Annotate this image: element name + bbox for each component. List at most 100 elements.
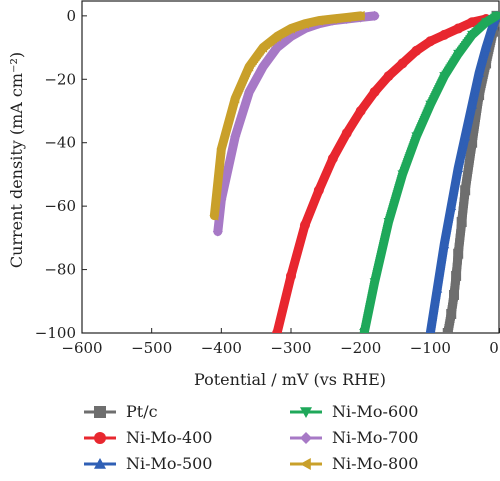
data-point — [327, 153, 338, 164]
series-line — [359, 11, 500, 333]
data-point — [453, 23, 464, 34]
y-tick-label: −20 — [44, 70, 76, 88]
data-point — [481, 42, 492, 52]
data-point — [230, 131, 241, 142]
series-line — [209, 11, 366, 221]
data-point — [341, 12, 351, 23]
data-point — [467, 30, 478, 40]
x-tick-label: 0 — [489, 339, 499, 357]
y-axis-label: Current density (mA cm⁻²) — [7, 52, 26, 268]
data-point — [411, 132, 422, 142]
data-point — [383, 71, 394, 82]
x-tick-label: −300 — [270, 339, 311, 357]
data-point — [383, 218, 394, 227]
data-point — [488, 20, 499, 30]
legend-label: Ni-Mo-400 — [126, 428, 212, 447]
series-ni-mo-400 — [272, 14, 492, 333]
data-point — [453, 248, 464, 259]
data-point — [341, 128, 352, 139]
legend-item: Ni-Mo-500 — [84, 454, 212, 473]
y-tick-label: −100 — [35, 324, 76, 342]
data-point — [258, 61, 269, 72]
data-point — [216, 144, 226, 155]
data-point — [327, 14, 337, 25]
data-point — [212, 226, 223, 237]
data-point — [467, 137, 478, 148]
data-point — [299, 18, 309, 29]
data-point — [481, 18, 492, 28]
y-tick-label: −60 — [44, 197, 76, 215]
data-point — [369, 86, 380, 97]
data-point — [244, 61, 254, 72]
legend-label: Ni-Mo-800 — [332, 454, 418, 473]
data-point — [355, 106, 366, 116]
x-tick-label: −400 — [201, 339, 242, 357]
legend-label: Ni-Mo-600 — [332, 402, 418, 421]
data-point — [432, 283, 443, 293]
legend-marker — [94, 458, 106, 469]
data-point — [451, 270, 462, 281]
series-ni-mo-800 — [209, 10, 366, 221]
data-point — [425, 36, 436, 47]
data-point — [425, 100, 436, 110]
data-point — [439, 29, 450, 40]
data-point — [244, 86, 255, 97]
data-point — [449, 289, 460, 300]
data-point — [286, 23, 295, 34]
legend-item: Ni-Mo-600 — [290, 402, 418, 421]
data-point — [446, 201, 457, 211]
legend-item: Ni-Mo-400 — [84, 428, 212, 447]
y-tick-label: −80 — [44, 261, 76, 279]
legend-marker — [300, 458, 311, 470]
data-point — [453, 163, 464, 173]
data-point — [467, 17, 478, 28]
data-point — [474, 90, 485, 101]
data-point — [355, 10, 365, 21]
data-point — [439, 239, 450, 249]
data-point — [474, 67, 485, 77]
data-point — [258, 42, 268, 53]
data-point — [411, 45, 422, 56]
y-tick-label: −40 — [44, 134, 76, 152]
data-point — [299, 220, 310, 231]
data-point — [286, 270, 296, 281]
data-point — [446, 308, 457, 319]
legend-label: Ni-Mo-700 — [332, 428, 418, 447]
data-point — [397, 170, 408, 180]
data-point — [369, 10, 380, 21]
data-point — [272, 328, 283, 333]
series-ni-mo-600 — [359, 11, 500, 333]
data-point — [442, 328, 453, 333]
series-ni-mo-500 — [425, 10, 500, 333]
data-point — [439, 72, 450, 82]
data-point — [456, 217, 467, 227]
legend-item: Pt/c — [84, 402, 158, 421]
y-tick-label: 0 — [66, 7, 76, 25]
data-point — [209, 210, 219, 221]
data-point — [369, 278, 380, 288]
legend-marker — [94, 432, 106, 444]
data-point — [460, 185, 471, 196]
legend-item: Ni-Mo-800 — [290, 454, 418, 473]
legend-label: Pt/c — [126, 402, 158, 421]
x-axis-label: Potential / mV (vs RHE) — [194, 370, 386, 389]
series-layer — [209, 10, 500, 333]
data-point — [460, 131, 471, 141]
data-point — [359, 329, 370, 333]
legend: Pt/c Ni-Mo-400 Ni-Mo-500 Ni-Mo-600 Ni-Mo-700… — [84, 402, 418, 473]
data-point — [313, 15, 323, 26]
axes: −600 −500 −400 −300 −200 −100 0−100−80−60−40−2… — [35, 0, 500, 357]
data-point — [313, 185, 324, 196]
data-point — [230, 93, 240, 104]
legend-marker — [300, 432, 312, 444]
legend-marker — [94, 406, 106, 418]
data-point — [467, 99, 478, 109]
data-point — [397, 58, 408, 69]
data-point — [427, 328, 434, 333]
x-tick-label: −600 — [61, 339, 102, 357]
x-tick-label: −200 — [340, 339, 381, 357]
legend-item: Ni-Mo-700 — [290, 428, 418, 447]
data-point — [491, 11, 500, 21]
data-point — [453, 49, 464, 59]
